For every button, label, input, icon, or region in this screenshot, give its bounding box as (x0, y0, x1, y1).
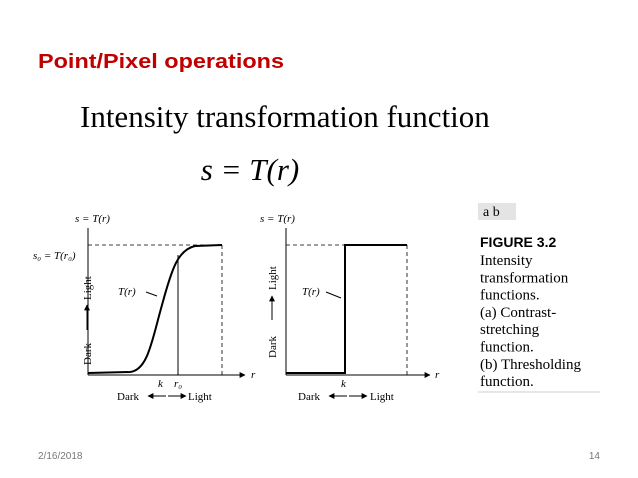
dark-label: Dark (298, 391, 320, 403)
dark-label: Dark (117, 391, 139, 403)
x-label: r (251, 369, 256, 381)
figure-label: FIGURE 3.2 (480, 234, 556, 250)
y-dark-label: Dark (82, 343, 94, 365)
step (286, 244, 407, 374)
caption-line: (b) Thresholding (480, 357, 581, 373)
leader (325, 291, 342, 299)
r0-label: r₀ (174, 378, 182, 390)
figure-b: s = T(r) T(r) r k Dark Light Light Dark (260, 213, 440, 403)
panel-labels: a b (483, 205, 500, 220)
caption-line: (a) Contrast- (480, 305, 556, 321)
y-light-label: Light (82, 276, 94, 300)
y-label: s = T(r) (75, 213, 110, 225)
curve-label: T(r) (118, 286, 136, 298)
equation: s = T(r) (201, 152, 299, 187)
caption-line: functions. (480, 288, 540, 304)
x-label: r (435, 369, 440, 381)
k-label: k (158, 378, 164, 390)
caption-line: Intensity (480, 253, 533, 269)
footer-date: 2/16/2018 (38, 451, 83, 462)
panel-box (478, 203, 516, 220)
light-label: Light (188, 391, 212, 403)
curve (87, 244, 223, 374)
y-label: s = T(r) (260, 213, 295, 225)
y-light-label: Light (267, 266, 279, 290)
curve-label: T(r) (302, 286, 320, 298)
slide-title: Point/Pixel operations (38, 51, 284, 73)
caption-line: function. (480, 340, 534, 356)
caption-line: function. (480, 374, 534, 390)
s0-label: s₀ = T(r₀) (33, 250, 76, 262)
y-dark-label: Dark (267, 336, 279, 358)
figure-a: s = T(r) s₀ = T(r₀) T(r) r k r₀ Dark Lig… (33, 213, 256, 403)
leader (145, 291, 158, 297)
light-label: Light (370, 391, 394, 403)
caption-line: stretching (480, 322, 540, 338)
footer-page: 14 (589, 451, 601, 462)
k-label: k (341, 378, 347, 390)
heading: Intensity transformation function (80, 99, 490, 134)
caption-line: transformation (480, 270, 569, 286)
